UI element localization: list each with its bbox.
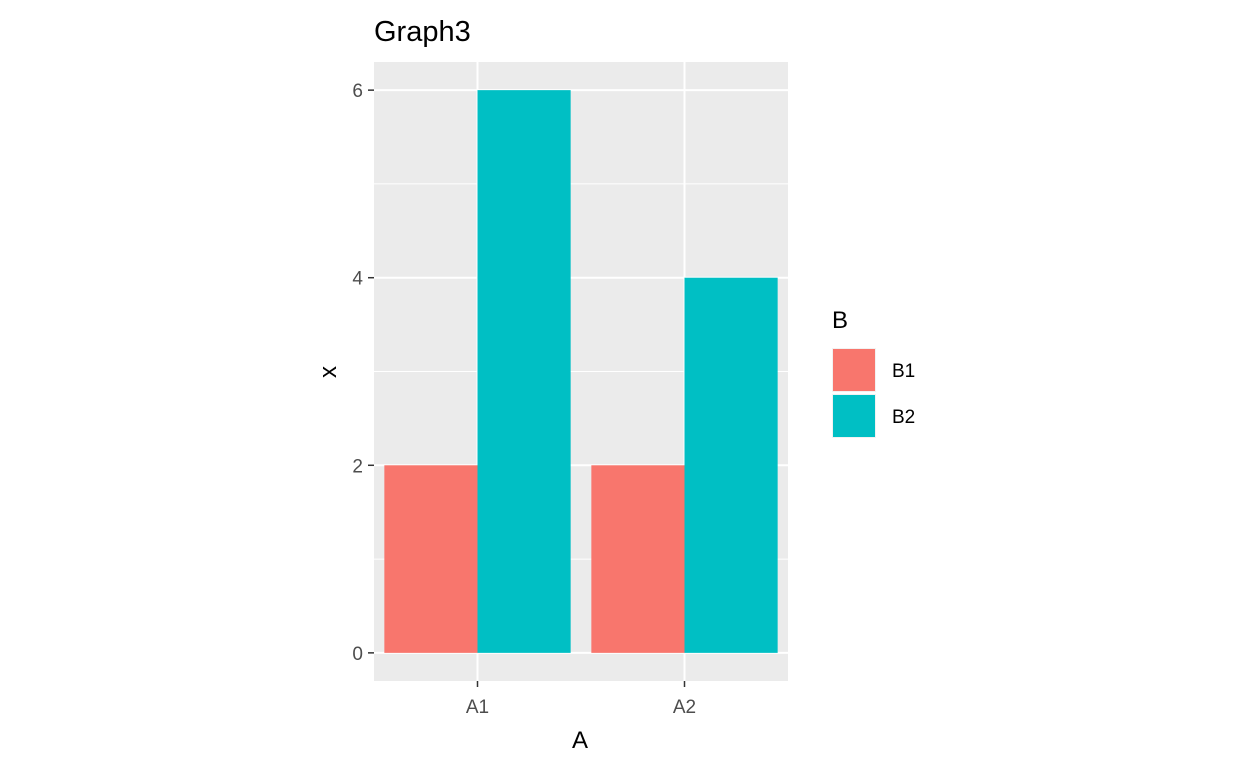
legend: B B1 B2 — [832, 307, 915, 438]
chart-title: Graph3 — [374, 16, 471, 48]
x-axis-title: A — [572, 727, 588, 754]
bar-b2-a1 — [477, 90, 571, 653]
bar-b2-a2 — [684, 277, 778, 653]
legend-label-b2: B2 — [892, 407, 915, 428]
y-tick-label: 0 — [352, 644, 363, 665]
legend-label-b1: B1 — [892, 361, 915, 382]
x-axis: A1 A2 — [466, 681, 696, 718]
bars — [384, 90, 778, 653]
y-tick-label: 6 — [352, 81, 363, 102]
bar-b1-a1 — [384, 465, 478, 653]
y-axis-title: x — [315, 366, 342, 378]
legend-key-b1 — [833, 349, 875, 391]
legend-title: B — [832, 307, 848, 334]
y-tick-label: 4 — [352, 269, 363, 290]
bar-b1-a2 — [591, 465, 685, 653]
x-tick-label: A2 — [673, 697, 696, 718]
y-tick-label: 2 — [352, 456, 363, 477]
y-axis: 0 2 4 6 — [352, 81, 374, 665]
legend-key-b2 — [833, 395, 875, 437]
x-tick-label: A1 — [466, 697, 489, 718]
